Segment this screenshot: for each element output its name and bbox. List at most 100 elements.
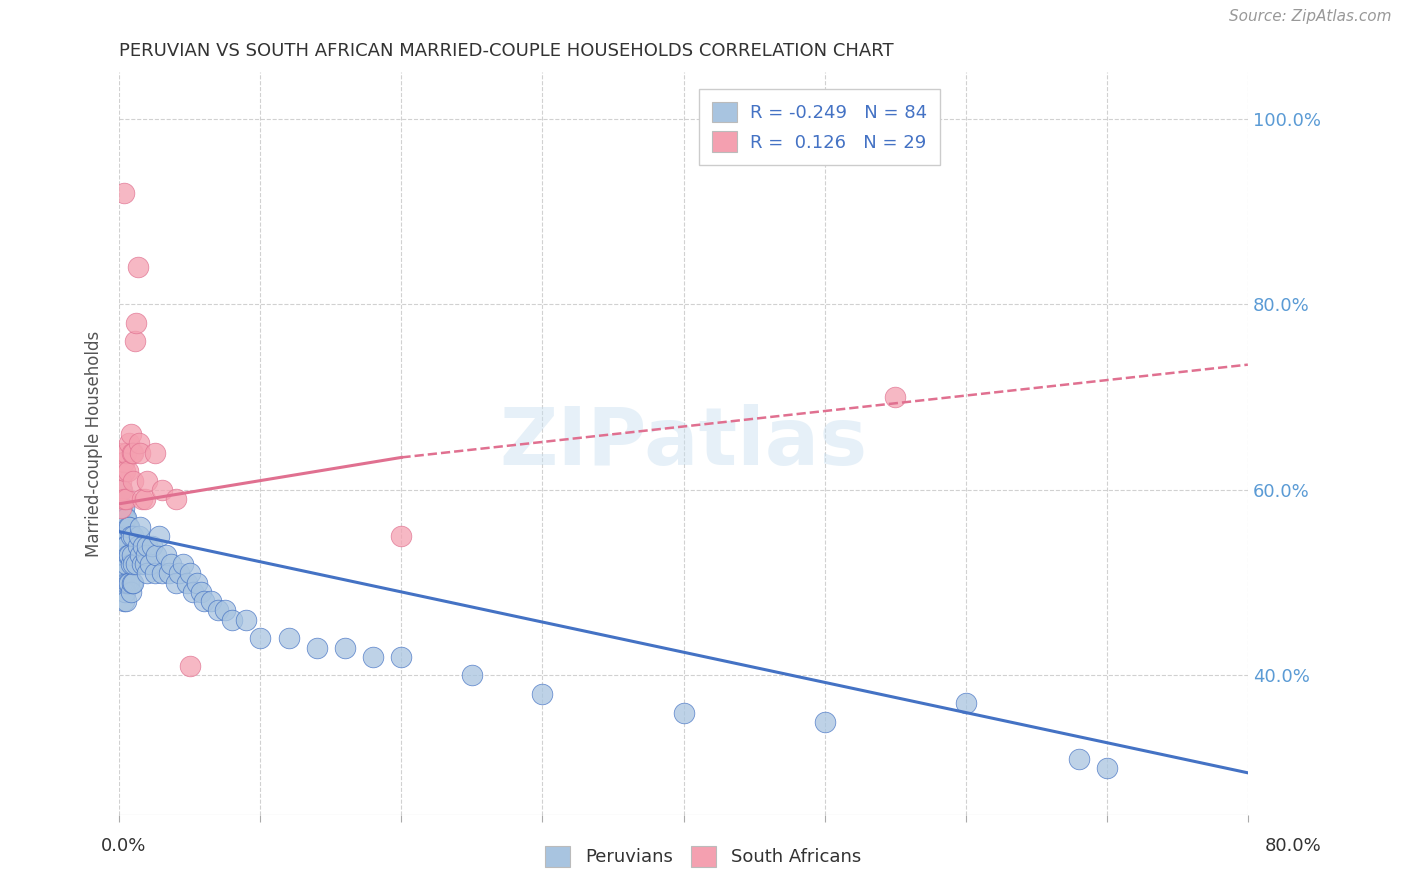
Point xyxy=(111,483,134,497)
Point xyxy=(150,566,173,581)
Point xyxy=(111,446,134,460)
Legend: R = -0.249   N = 84, R =  0.126   N = 29: R = -0.249 N = 84, R = 0.126 N = 29 xyxy=(699,89,939,165)
Point xyxy=(128,436,150,450)
Point xyxy=(115,492,138,507)
Point xyxy=(143,446,166,460)
Point xyxy=(120,585,142,599)
Point xyxy=(121,548,143,562)
Point xyxy=(118,520,141,534)
Point xyxy=(118,575,141,590)
Point xyxy=(131,492,153,507)
Y-axis label: Married-couple Households: Married-couple Households xyxy=(86,330,103,557)
Point xyxy=(111,557,134,571)
Point xyxy=(190,585,212,599)
Point xyxy=(160,557,183,571)
Point xyxy=(127,260,149,275)
Text: ZIPatlas: ZIPatlas xyxy=(499,404,868,483)
Point xyxy=(127,539,149,553)
Point xyxy=(115,510,138,524)
Point xyxy=(207,603,229,617)
Point xyxy=(112,594,135,608)
Point xyxy=(136,539,159,553)
Point xyxy=(115,594,138,608)
Point xyxy=(134,557,156,571)
Point xyxy=(115,557,138,571)
Text: 80.0%: 80.0% xyxy=(1265,837,1322,855)
Point xyxy=(672,706,695,720)
Point xyxy=(115,575,138,590)
Point xyxy=(122,529,145,543)
Point xyxy=(1095,761,1118,775)
Point xyxy=(150,483,173,497)
Point xyxy=(139,557,162,571)
Point xyxy=(118,548,141,562)
Point xyxy=(112,186,135,200)
Point xyxy=(214,603,236,617)
Point xyxy=(165,492,187,507)
Point xyxy=(112,492,135,507)
Point xyxy=(249,632,271,646)
Point xyxy=(134,492,156,507)
Point xyxy=(361,649,384,664)
Point xyxy=(305,640,328,655)
Point xyxy=(165,575,187,590)
Point xyxy=(461,668,484,682)
Text: PERUVIAN VS SOUTH AFRICAN MARRIED-COUPLE HOUSEHOLDS CORRELATION CHART: PERUVIAN VS SOUTH AFRICAN MARRIED-COUPLE… xyxy=(120,42,894,60)
Point xyxy=(531,687,554,701)
Text: Source: ZipAtlas.com: Source: ZipAtlas.com xyxy=(1229,9,1392,24)
Point xyxy=(131,557,153,571)
Point xyxy=(110,501,132,516)
Point xyxy=(157,566,180,581)
Point xyxy=(110,539,132,553)
Point xyxy=(141,539,163,553)
Point xyxy=(112,548,135,562)
Point xyxy=(112,529,135,543)
Point xyxy=(391,529,413,543)
Point xyxy=(186,575,208,590)
Point xyxy=(235,613,257,627)
Point xyxy=(122,575,145,590)
Point xyxy=(110,501,132,516)
Point xyxy=(129,520,152,534)
Point xyxy=(176,575,198,590)
Point xyxy=(155,548,177,562)
Point xyxy=(114,566,136,581)
Point xyxy=(111,501,134,516)
Point xyxy=(112,501,135,516)
Point xyxy=(120,557,142,571)
Point xyxy=(148,529,170,543)
Point xyxy=(277,632,299,646)
Point xyxy=(114,464,136,478)
Legend: Peruvians, South Africans: Peruvians, South Africans xyxy=(538,838,868,874)
Point xyxy=(110,557,132,571)
Point xyxy=(955,696,977,710)
Point xyxy=(221,613,243,627)
Point xyxy=(129,548,152,562)
Point xyxy=(117,548,139,562)
Point xyxy=(121,446,143,460)
Point xyxy=(391,649,413,664)
Point xyxy=(122,446,145,460)
Point xyxy=(145,548,167,562)
Point xyxy=(136,474,159,488)
Point xyxy=(884,390,907,404)
Point xyxy=(125,557,148,571)
Point xyxy=(132,539,155,553)
Point xyxy=(117,575,139,590)
Point xyxy=(124,334,146,349)
Point xyxy=(110,474,132,488)
Point xyxy=(135,548,157,562)
Point xyxy=(111,529,134,543)
Point xyxy=(172,557,194,571)
Point xyxy=(179,566,201,581)
Point xyxy=(110,520,132,534)
Point xyxy=(114,510,136,524)
Point xyxy=(120,529,142,543)
Point xyxy=(120,427,142,442)
Point xyxy=(115,539,138,553)
Point xyxy=(112,455,135,469)
Point xyxy=(115,446,138,460)
Point xyxy=(143,566,166,581)
Point xyxy=(129,446,152,460)
Point xyxy=(179,659,201,673)
